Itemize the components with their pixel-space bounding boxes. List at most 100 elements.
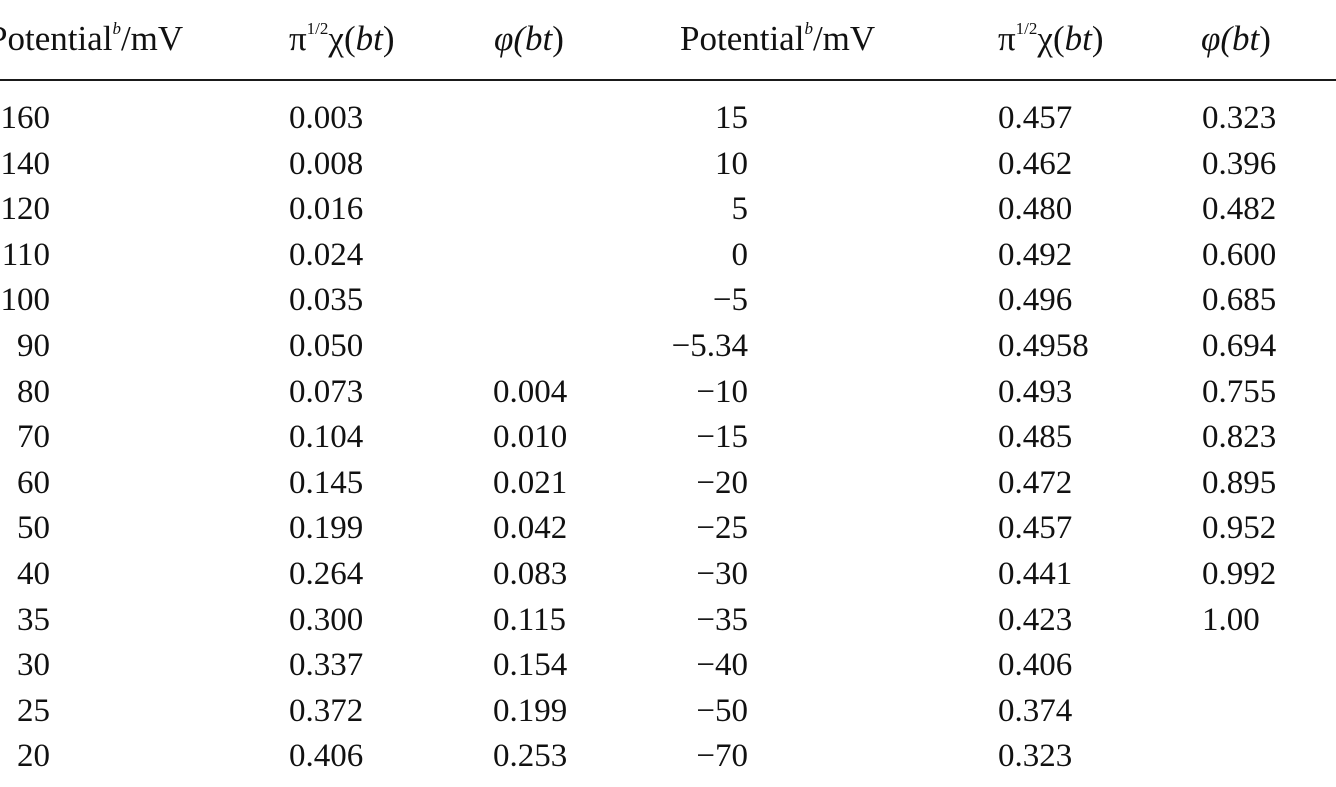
table-cell: 0.441 xyxy=(998,555,1073,592)
table-cell: 35 xyxy=(17,601,50,638)
table-cell xyxy=(1202,689,1322,735)
table-cell: 0.4958 xyxy=(998,327,1089,364)
table-cell: 0.685 xyxy=(1202,282,1277,319)
table-cell: 80 xyxy=(17,373,50,410)
table-cell: 0.024 xyxy=(289,236,364,273)
table-cell: 0.480 xyxy=(998,191,1073,228)
table-cell: 30 xyxy=(17,647,50,684)
table-cell: 0.406 xyxy=(289,738,364,775)
table-cell: 0.008 xyxy=(289,145,364,182)
table-cell: 0.457 xyxy=(998,100,1073,136)
table-cell: 0.003 xyxy=(289,100,364,136)
header-phi-left: φ(bt) xyxy=(494,14,564,64)
table-cell: 25 xyxy=(17,692,50,729)
table-cell: 0.253 xyxy=(493,738,568,775)
table-cell: 0.264 xyxy=(289,555,364,592)
header-phi: φ( xyxy=(494,19,526,58)
table-cell: 0.457 xyxy=(998,510,1073,547)
table-cell xyxy=(493,278,613,324)
table-cell: 5 xyxy=(731,191,749,228)
table-cell: −50 xyxy=(696,692,748,729)
header-rule xyxy=(0,79,1336,81)
table-cell: 0.406 xyxy=(998,647,1073,684)
table-cell: 0.199 xyxy=(493,692,568,729)
header-arg: bt xyxy=(355,19,383,58)
table-cell: 0.755 xyxy=(1202,373,1277,410)
table-cell: 0.021 xyxy=(493,464,568,501)
header-paren: ) xyxy=(552,19,564,58)
table-cell: 0.083 xyxy=(493,555,568,592)
header-potential-text: Potential xyxy=(0,19,113,58)
table-cell: 110 xyxy=(1,236,50,273)
header-exponent: 1/2 xyxy=(1015,19,1038,38)
table-cell: 0.300 xyxy=(289,601,364,638)
table-cell xyxy=(493,324,613,370)
header-potential-right: Potentialb/mV xyxy=(680,14,875,64)
table-cell: 1.00 xyxy=(1202,601,1260,638)
table-cell: 0.496 xyxy=(998,282,1073,319)
header-unit: /mV xyxy=(120,19,184,58)
header-phi-right: φ(bt) xyxy=(1201,14,1271,64)
table-cell: 0.016 xyxy=(289,191,364,228)
header-chi: χ( xyxy=(1037,19,1065,58)
footnote-mark: b xyxy=(804,19,813,38)
table-cell: 0.485 xyxy=(998,419,1073,456)
table-cell: 0.895 xyxy=(1202,464,1277,501)
header-paren: ) xyxy=(1259,19,1271,58)
table-cell: 0.042 xyxy=(493,510,568,547)
table-cell: 100 xyxy=(0,282,51,319)
header-chi: χ( xyxy=(328,19,356,58)
header-arg: bt xyxy=(525,19,553,58)
table-cell: −25 xyxy=(696,510,748,547)
table-cell xyxy=(493,187,613,233)
table-cell: 10 xyxy=(715,145,748,182)
column-chi-right: 0.457 0.462 0.480 0.492 0.496 0.4958 0.493 0.48… xyxy=(998,96,1138,780)
table-cell: 60 xyxy=(17,464,50,501)
table-cell: −20 xyxy=(696,464,748,501)
header-phi: φ( xyxy=(1201,19,1233,58)
table-cell: 15 xyxy=(715,100,748,136)
table-cell: 0.004 xyxy=(493,373,568,410)
table-cell: 0.323 xyxy=(998,738,1073,775)
table-cell: 0.374 xyxy=(998,692,1073,729)
footnote-mark: b xyxy=(112,19,121,38)
table-cell: −5.34 xyxy=(671,327,748,364)
table-cell xyxy=(1202,643,1322,689)
table-cell: 0.323 xyxy=(1202,100,1277,136)
table-cell: 20 xyxy=(17,738,50,775)
header-potential-left: Potentialb/mV xyxy=(0,14,183,64)
table-cell: 120 xyxy=(0,191,51,228)
header-exponent: 1/2 xyxy=(306,19,329,38)
table-cell: −10 xyxy=(696,373,748,410)
column-potential-left: 160 140 120 110 100 90 80 70 60 50 40 35 30 25 20 xyxy=(0,96,51,780)
header-paren: ) xyxy=(1091,19,1104,58)
header-paren: ) xyxy=(382,19,395,58)
table-cell: 0.492 xyxy=(998,236,1073,273)
table-cell: 0.050 xyxy=(289,327,364,364)
table-cell: 140 xyxy=(0,145,51,182)
table-cell: 0.115 xyxy=(493,601,567,638)
header-pi: π xyxy=(998,19,1016,58)
table-cell: −15 xyxy=(696,419,748,456)
table-cell: 0.823 xyxy=(1202,419,1277,456)
header-arg: bt xyxy=(1232,19,1260,58)
table-cell: 0.145 xyxy=(289,464,364,501)
table-cell xyxy=(493,142,613,188)
table-cell: 0.199 xyxy=(289,510,364,547)
table-cell: −40 xyxy=(696,647,748,684)
table-cell: 0.010 xyxy=(493,419,568,456)
table-cell: 0.423 xyxy=(998,601,1073,638)
header-chi-left: π1/2χ(bt) xyxy=(289,14,395,64)
table-cell: 0.472 xyxy=(998,464,1073,501)
table-cell: 0.035 xyxy=(289,282,364,319)
header-pi: π xyxy=(289,19,307,58)
table-cell: 0.154 xyxy=(493,647,568,684)
table-cell: 90 xyxy=(17,327,50,364)
table-cell: 0.600 xyxy=(1202,236,1277,273)
table-cell xyxy=(493,233,613,279)
table-cell: 40 xyxy=(17,555,50,592)
column-potential-right: 15 10 5 0 −5 −5.34 −10 −15 −20 −25 −30 −35 −40 −50 −70 xyxy=(660,96,748,780)
table-cell: −35 xyxy=(696,601,748,638)
column-chi-left: 0.003 0.008 0.016 0.024 0.035 0.050 0.073 0.104… xyxy=(289,96,409,780)
